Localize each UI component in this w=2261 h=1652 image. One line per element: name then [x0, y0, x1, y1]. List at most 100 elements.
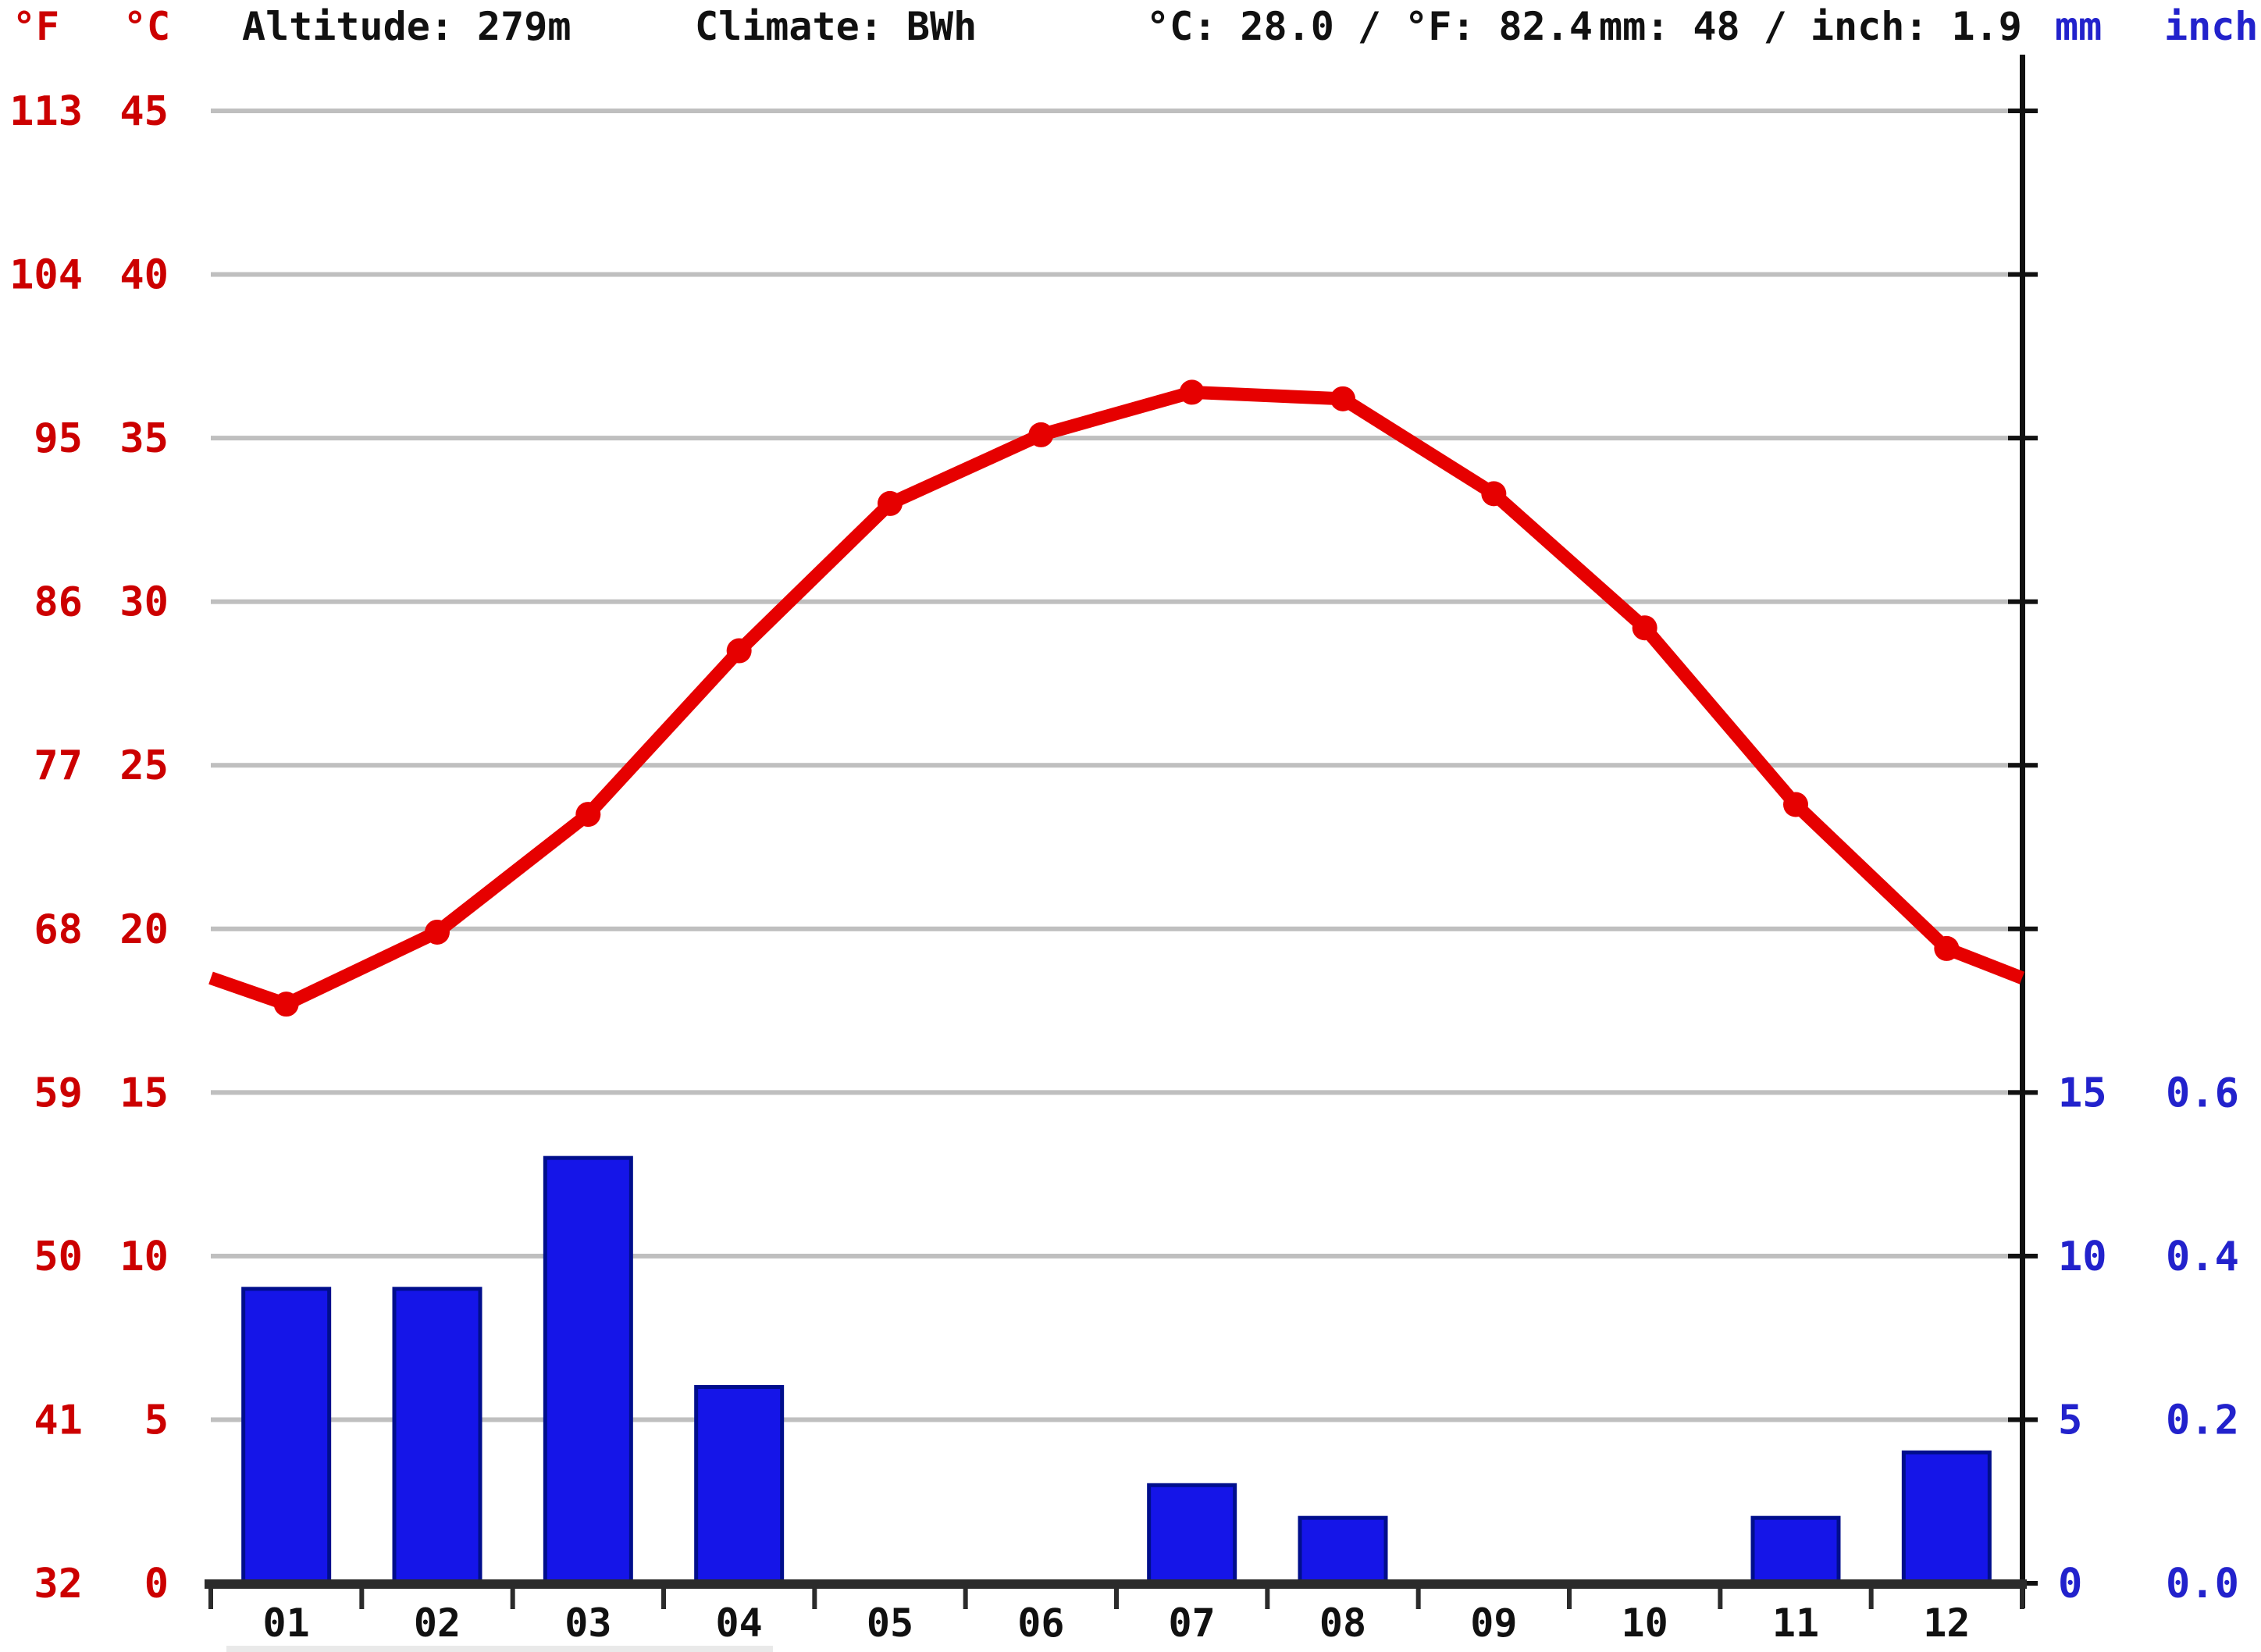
- mean-temperature-label: °C: 28.0 / °F: 82.4: [1146, 4, 1593, 49]
- x-axis-tick: [208, 1589, 213, 1609]
- temperature-point: [1330, 386, 1355, 411]
- axis-label-celsius: 25: [119, 742, 169, 789]
- precip-bar: [543, 1155, 633, 1589]
- gridline: [211, 1090, 2019, 1095]
- temperature-point: [425, 919, 450, 945]
- precip-bar: [241, 1287, 332, 1589]
- right-axis-tick: [2008, 763, 2038, 768]
- x-axis-tick: [812, 1589, 817, 1609]
- right-axis-tick: [2008, 436, 2038, 441]
- x-axis-tick: [1567, 1589, 1572, 1609]
- month-label: 12: [1923, 1600, 1970, 1646]
- temperature-point: [1632, 615, 1657, 641]
- axis-label-mm: 5: [2058, 1397, 2082, 1444]
- temperature-point: [1934, 935, 1960, 961]
- month-label: 02: [414, 1600, 461, 1646]
- right-axis-tick: [2008, 1090, 2038, 1095]
- month-label: 09: [1470, 1600, 1517, 1646]
- axis-label-inch: 0.6: [2166, 1070, 2239, 1116]
- temperature-point: [1783, 792, 1808, 817]
- temperature-point: [878, 490, 903, 516]
- month-label: 03: [564, 1600, 611, 1646]
- x-axis-tick: [1114, 1589, 1119, 1609]
- climate-classification-label: Climate: BWh: [695, 4, 977, 49]
- temperature-point: [1179, 379, 1205, 405]
- gridline: [211, 272, 2019, 277]
- x-axis-tick: [963, 1589, 968, 1609]
- gridline: [211, 1253, 2019, 1259]
- altitude-label: Altitude: 279m: [242, 4, 571, 49]
- total-precipitation-label: mm: 48 / inch: 1.9: [1599, 4, 2022, 49]
- temperature-line: [208, 385, 2025, 1011]
- precip-bar: [694, 1385, 785, 1589]
- axis-label-celsius: 30: [119, 579, 169, 626]
- axis-label-mm: 0: [2058, 1561, 2082, 1607]
- axis-label-fahrenheit: 113: [9, 88, 83, 135]
- axis-label-mm: 15: [2058, 1070, 2107, 1116]
- month-label: 05: [867, 1600, 913, 1646]
- gridline: [211, 1417, 2019, 1422]
- precip-bar: [1750, 1515, 1841, 1589]
- temperature-point: [1028, 422, 1054, 447]
- x-axis-tick: [1718, 1589, 1723, 1609]
- axis-label-fahrenheit: 77: [34, 742, 83, 789]
- axis-label-fahrenheit: 41: [34, 1397, 83, 1444]
- axis-label-fahrenheit: 86: [34, 579, 83, 626]
- temperature-point: [273, 992, 299, 1017]
- month-label: 04: [716, 1600, 763, 1646]
- temperature-point: [1481, 481, 1507, 507]
- gridline: [211, 109, 2019, 113]
- precip-bar: [1901, 1450, 1992, 1589]
- axis-label-fahrenheit: 59: [34, 1070, 83, 1116]
- gridline: [211, 436, 2019, 441]
- month-label: 07: [1169, 1600, 1216, 1646]
- month-label: 08: [1319, 1600, 1366, 1646]
- month-label: 06: [1017, 1600, 1064, 1646]
- x-axis-tick: [1868, 1589, 1874, 1609]
- x-axis-tick: [2020, 1589, 2024, 1609]
- axis-label-fahrenheit: 68: [34, 906, 83, 953]
- left-axis-unit-fahrenheit: °F: [12, 4, 60, 49]
- axis-label-celsius: 35: [119, 415, 169, 462]
- gridline: [211, 599, 2019, 604]
- month-label: 01: [263, 1600, 310, 1646]
- axis-label-fahrenheit: 32: [34, 1561, 83, 1607]
- right-axis: [2020, 55, 2025, 1608]
- axis-label-celsius: 20: [119, 906, 169, 953]
- axis-label-celsius: 10: [119, 1234, 169, 1280]
- cutoff-text-remnant: [226, 1646, 773, 1652]
- x-axis-tick: [359, 1589, 365, 1609]
- precip-bar: [392, 1287, 482, 1589]
- temperature-point: [575, 802, 601, 828]
- axis-label-celsius: 15: [119, 1070, 169, 1116]
- right-axis-tick: [2008, 599, 2038, 604]
- gridline: [211, 926, 2019, 931]
- temperature-point: [726, 638, 752, 664]
- month-label: 11: [1772, 1600, 1819, 1646]
- axis-label-fahrenheit: 95: [34, 415, 83, 462]
- precip-bar: [1298, 1515, 1388, 1589]
- x-axis-tick: [661, 1589, 666, 1609]
- axis-label-fahrenheit: 50: [34, 1234, 83, 1280]
- axis-label-inch: 0.2: [2166, 1397, 2239, 1444]
- right-axis-tick: [2008, 926, 2038, 931]
- axis-label-mm: 10: [2058, 1234, 2107, 1280]
- right-axis-tick: [2008, 272, 2038, 277]
- precip-bar: [1147, 1483, 1237, 1589]
- axis-label-celsius: 45: [119, 88, 169, 135]
- right-axis-tick: [2008, 1253, 2038, 1259]
- axis-label-fahrenheit: 104: [9, 252, 83, 299]
- axis-label-inch: 0.0: [2166, 1561, 2239, 1607]
- month-label: 10: [1622, 1600, 1668, 1646]
- right-axis-unit-mm: mm: [2055, 4, 2103, 49]
- x-axis: [205, 1579, 2027, 1589]
- right-axis-tick: [2008, 1417, 2038, 1422]
- gridline: [211, 763, 2019, 768]
- axis-label-celsius: 5: [144, 1397, 169, 1444]
- right-axis-unit-inch: inch: [2164, 4, 2259, 49]
- right-axis-tick: [2008, 109, 2038, 113]
- axis-label-inch: 0.4: [2166, 1234, 2239, 1280]
- left-axis-unit-celsius: °C: [123, 4, 171, 49]
